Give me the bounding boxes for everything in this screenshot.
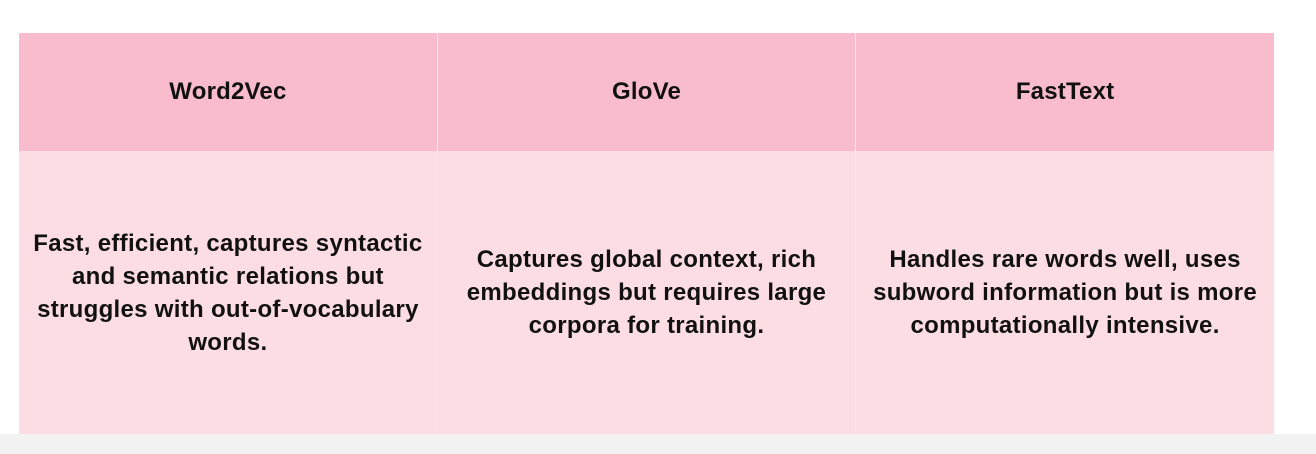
- comparison-table: Word2Vec GloVe FastText Fast, efficient,…: [19, 33, 1274, 434]
- description-glove: Captures global context, rich embeddings…: [466, 246, 827, 339]
- table-body: Fast, efficient, captures syntactic and …: [19, 151, 1274, 434]
- bottom-strip: [0, 434, 1316, 454]
- description-fasttext: Handles rare words well, uses subword in…: [873, 246, 1258, 339]
- description-row: Fast, efficient, captures syntactic and …: [19, 151, 1274, 434]
- cell-fasttext: Handles rare words well, uses subword in…: [855, 151, 1274, 434]
- cell-word2vec: Fast, efficient, captures syntactic and …: [19, 151, 438, 434]
- header-word2vec: Word2Vec: [19, 33, 438, 151]
- header-fasttext: FastText: [855, 33, 1274, 151]
- header-row: Word2Vec GloVe FastText: [19, 33, 1274, 151]
- description-word2vec: Fast, efficient, captures syntactic and …: [33, 229, 423, 356]
- table-header: Word2Vec GloVe FastText: [19, 33, 1274, 151]
- header-glove: GloVe: [437, 33, 857, 151]
- cell-glove: Captures global context, rich embeddings…: [437, 151, 857, 434]
